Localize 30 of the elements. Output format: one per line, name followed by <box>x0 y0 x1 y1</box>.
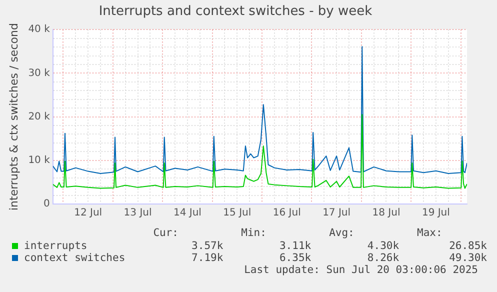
x-tick-label: 17 Jul <box>322 208 351 219</box>
x-tick-label: 13 Jul <box>124 208 152 219</box>
text: 7.19k <box>190 252 224 264</box>
text: 26.85k <box>448 240 487 252</box>
text: Max: <box>416 226 444 240</box>
y-tick-label: 10 k <box>28 154 50 166</box>
chart-title: Interrupts and context switches - by week <box>98 4 373 20</box>
text: 8.26k <box>366 252 400 264</box>
text: 3.57k <box>190 240 224 252</box>
text: Cur: <box>152 226 180 240</box>
text: 3.11k <box>278 240 312 252</box>
text: Min: <box>240 226 268 240</box>
y-axis-title: interrupts & ctx switches / second <box>7 23 20 211</box>
y-tick-label: 30 k <box>28 68 50 79</box>
y-tick-label: 20 k <box>28 111 50 122</box>
x-tick-label: 19 Jul <box>422 208 450 219</box>
y-tick-label: 0 <box>44 198 50 210</box>
text: Last update: Sun Jul 20 03:00:06 2025 <box>243 264 478 276</box>
x-tick-label: 15 Jul <box>223 208 252 219</box>
text: 4.30k <box>366 240 400 252</box>
x-tick-label: 12 Jul <box>74 208 102 219</box>
x-tick-label: 14 Jul <box>173 208 202 219</box>
x-tick-label: 18 Jul <box>372 208 400 219</box>
y-tick-label: 40 k <box>28 24 50 36</box>
text: Avg: <box>328 226 356 240</box>
legend-label: interrupts <box>23 240 88 252</box>
text: 6.35k <box>278 252 312 264</box>
x-tick-label: 16 Jul <box>272 208 301 219</box>
text: 49.30k <box>448 252 487 264</box>
legend-label: context switches <box>23 252 126 264</box>
